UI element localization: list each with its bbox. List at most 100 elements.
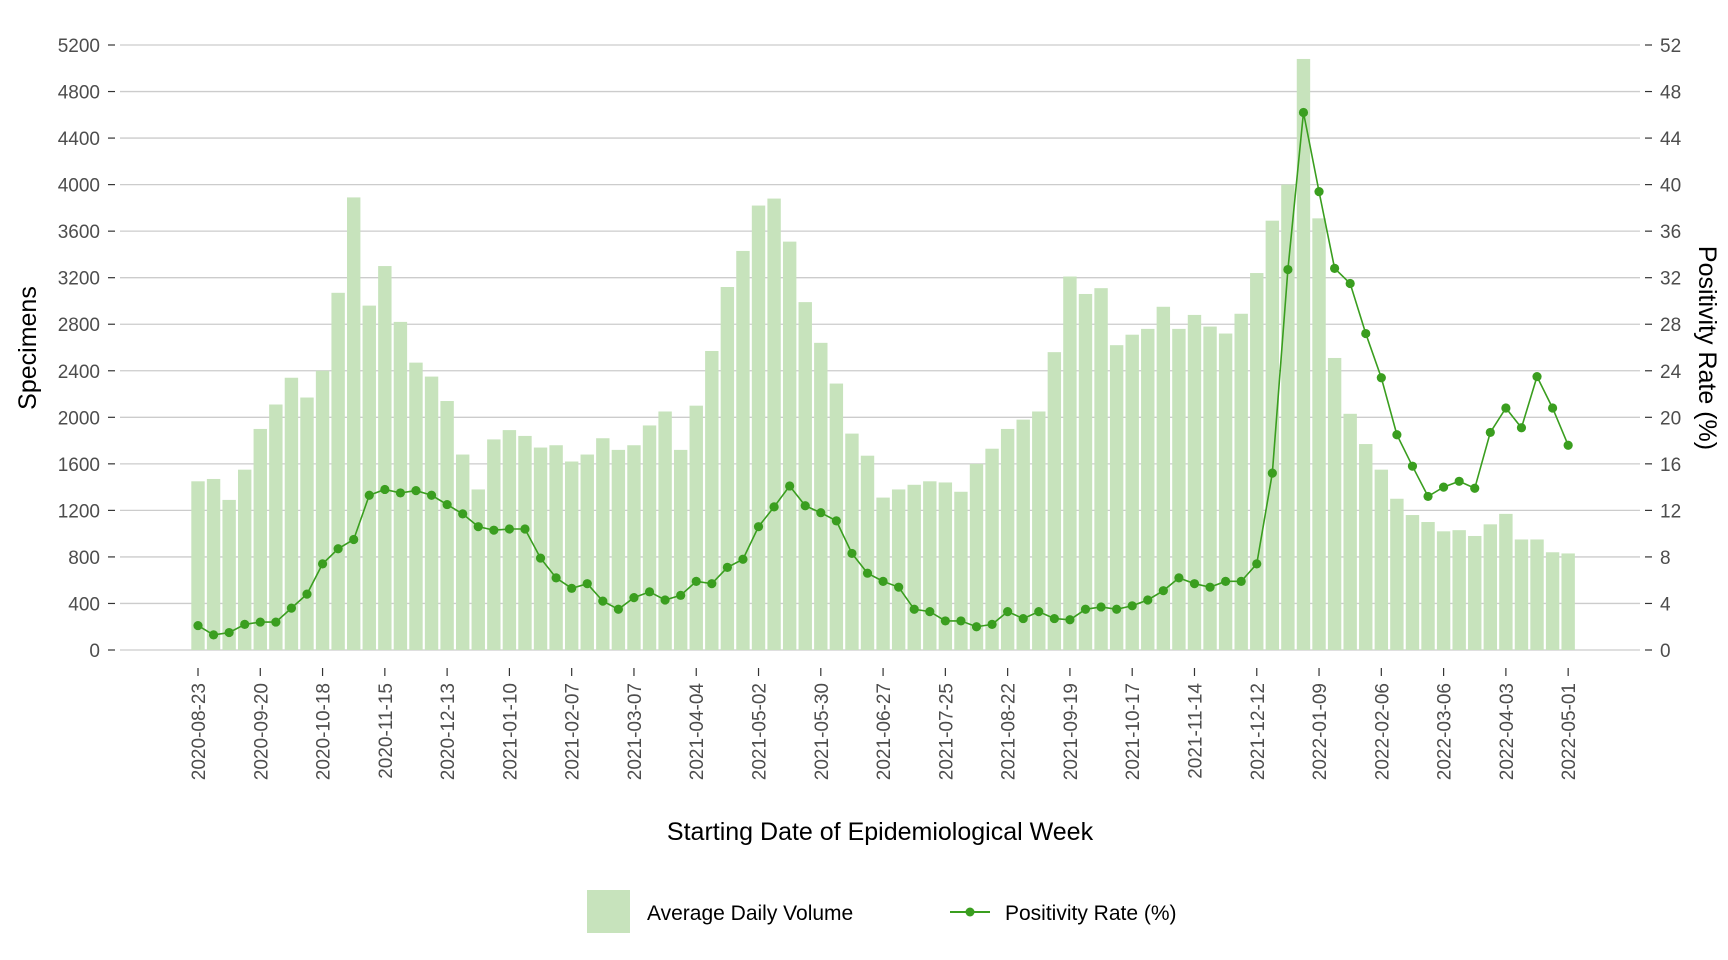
- bar: [1156, 306, 1171, 650]
- bar: [533, 447, 548, 650]
- positivity-point: [707, 579, 717, 589]
- bar: [284, 377, 299, 650]
- positivity-point: [660, 595, 670, 605]
- bar: [673, 449, 688, 650]
- positivity-point: [1236, 576, 1246, 586]
- positivity-point: [722, 562, 732, 572]
- positivity-point: [1049, 613, 1059, 624]
- positivity-point: [816, 508, 826, 518]
- bar: [1032, 411, 1046, 650]
- positivity-point: [224, 627, 234, 638]
- positivity-point: [956, 616, 966, 626]
- bar: [471, 489, 485, 650]
- bar: [253, 428, 267, 650]
- positivity-point: [1018, 613, 1028, 624]
- bar: [1327, 357, 1342, 650]
- x-tick-label: 2021-03-07: [625, 683, 646, 780]
- positivity-point: [567, 583, 577, 593]
- positivity-point: [535, 553, 546, 563]
- bar: [1561, 553, 1575, 650]
- y-tick-label-left: 4800: [58, 83, 100, 104]
- legend: Average Daily Volume Positivity Rate (%): [587, 890, 1177, 933]
- positivity-point: [1158, 586, 1168, 596]
- bar: [1545, 552, 1560, 650]
- bar: [580, 454, 594, 650]
- bar: [845, 433, 859, 650]
- bar: [1421, 522, 1435, 650]
- y-tick-label-right: 48: [1660, 83, 1681, 104]
- bar: [206, 478, 221, 650]
- bar: [1250, 273, 1264, 650]
- positivity-point: [1392, 430, 1402, 440]
- positivity-point: [971, 622, 982, 632]
- bar: [1499, 513, 1513, 650]
- positivity-point: [598, 596, 608, 606]
- positivity-point: [1298, 107, 1309, 118]
- positivity-point: [1361, 328, 1371, 339]
- y-tick-label-left: 2400: [58, 362, 100, 383]
- x-tick-label: 2020-09-20: [251, 683, 272, 780]
- positivity-point: [691, 576, 701, 586]
- bar: [907, 484, 921, 650]
- bar: [969, 463, 984, 650]
- positivity-point: [909, 604, 919, 614]
- bar: [440, 401, 454, 650]
- legend-label-line: Positivity Rate (%): [1005, 902, 1177, 925]
- positivity-point: [1267, 468, 1277, 478]
- bar: [455, 454, 470, 650]
- positivity-point: [1563, 440, 1573, 450]
- positivity-point: [987, 619, 997, 630]
- bar: [720, 287, 735, 650]
- bar: [549, 445, 563, 650]
- y-tick-label-right: 40: [1660, 176, 1681, 197]
- bar: [1094, 288, 1108, 650]
- bar: [1343, 413, 1357, 650]
- bar: [798, 302, 812, 650]
- y-tick-label-left: 3200: [58, 269, 100, 290]
- x-tick-label: 2020-12-13: [438, 683, 459, 780]
- positivity-point: [1501, 403, 1511, 413]
- bar: [1452, 530, 1466, 650]
- positivity-point: [753, 522, 764, 532]
- positivity-point: [1143, 595, 1153, 605]
- bar: [954, 491, 968, 650]
- bar: [1187, 314, 1202, 650]
- positivity-point: [208, 630, 219, 640]
- positivity-point: [411, 486, 421, 496]
- positivity-point: [1205, 582, 1215, 592]
- bar: [1000, 428, 1015, 650]
- x-tick-label: 2021-05-02: [750, 683, 771, 780]
- bar: [1468, 535, 1482, 650]
- positivity-point: [349, 534, 359, 545]
- y-tick-label-right: 0: [1660, 641, 1671, 662]
- x-tick-label: 2020-08-23: [189, 683, 210, 780]
- bar: [891, 489, 906, 650]
- bar: [1203, 326, 1217, 650]
- bar: [1109, 345, 1124, 650]
- bar: [1063, 276, 1077, 650]
- positivity-point: [644, 587, 655, 597]
- y-tick-label-left: 1600: [58, 455, 100, 476]
- bar: [331, 292, 345, 650]
- positivity-point: [1330, 263, 1340, 273]
- x-tick-label: 2021-11-14: [1185, 683, 1206, 779]
- x-tick-label: 2021-10-17: [1123, 683, 1144, 780]
- positivity-point: [1221, 576, 1231, 586]
- x-tick-label: 2021-02-07: [563, 683, 584, 780]
- x-axis-title: Starting Date of Epidemiological Week: [667, 818, 1094, 846]
- positivity-point: [676, 590, 686, 600]
- positivity-point: [286, 603, 297, 613]
- x-tick-label: 2022-04-03: [1497, 683, 1518, 780]
- bar: [705, 350, 719, 650]
- y-tick-label-right: 24: [1660, 362, 1682, 383]
- bar: [362, 305, 376, 650]
- y-tick-label-left: 400: [68, 594, 100, 615]
- x-tick-label: 2022-05-01: [1559, 683, 1580, 780]
- bar: [1172, 328, 1186, 650]
- x-tick-label: 2021-06-27: [874, 683, 895, 780]
- y-tick-label-left: 5200: [58, 36, 100, 57]
- y-tick-label-right: 4: [1660, 594, 1671, 615]
- bar: [518, 435, 532, 650]
- bar: [1390, 498, 1404, 650]
